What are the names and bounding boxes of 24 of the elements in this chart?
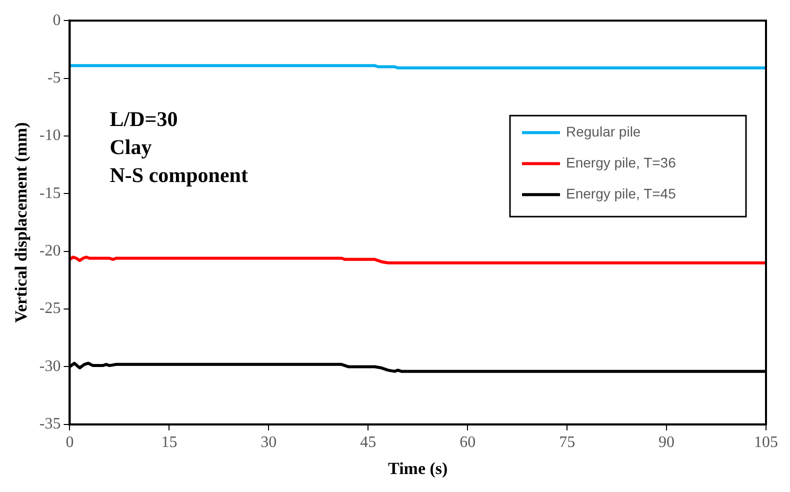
x-tick-label: 90	[658, 434, 675, 452]
x-tick-label: 105	[754, 434, 778, 452]
legend-label: Energy pile, T=36	[566, 154, 676, 170]
y-tick-label: -10	[39, 127, 61, 144]
y-tick-label: -25	[39, 300, 61, 318]
y-tick-label: -35	[39, 416, 61, 433]
x-tick-label: 75	[559, 434, 576, 452]
y-tick-label: -15	[39, 184, 61, 202]
annotation: Clay	[110, 135, 152, 160]
y-tick-label: -5	[47, 69, 61, 86]
y-tick-label: -20	[39, 242, 61, 260]
x-tick-label: 30	[260, 434, 277, 452]
legend-label: Regular pile	[566, 123, 641, 140]
y-tick-label: 0	[52, 12, 61, 29]
x-tick-label: 60	[460, 434, 476, 452]
x-tick-label: 0	[66, 434, 74, 452]
x-axis-title: Time (s)	[388, 459, 448, 478]
legend-label: Energy pile, T=45	[566, 185, 676, 202]
x-tick-label: 15	[161, 434, 178, 452]
y-tick-label: -30	[39, 358, 61, 375]
y-axis-title: Vertical displacement (mm)	[12, 122, 31, 323]
annotation: N-S component	[110, 163, 248, 188]
annotation: L/D=30	[110, 107, 178, 132]
x-tick-label: 45	[360, 434, 376, 452]
